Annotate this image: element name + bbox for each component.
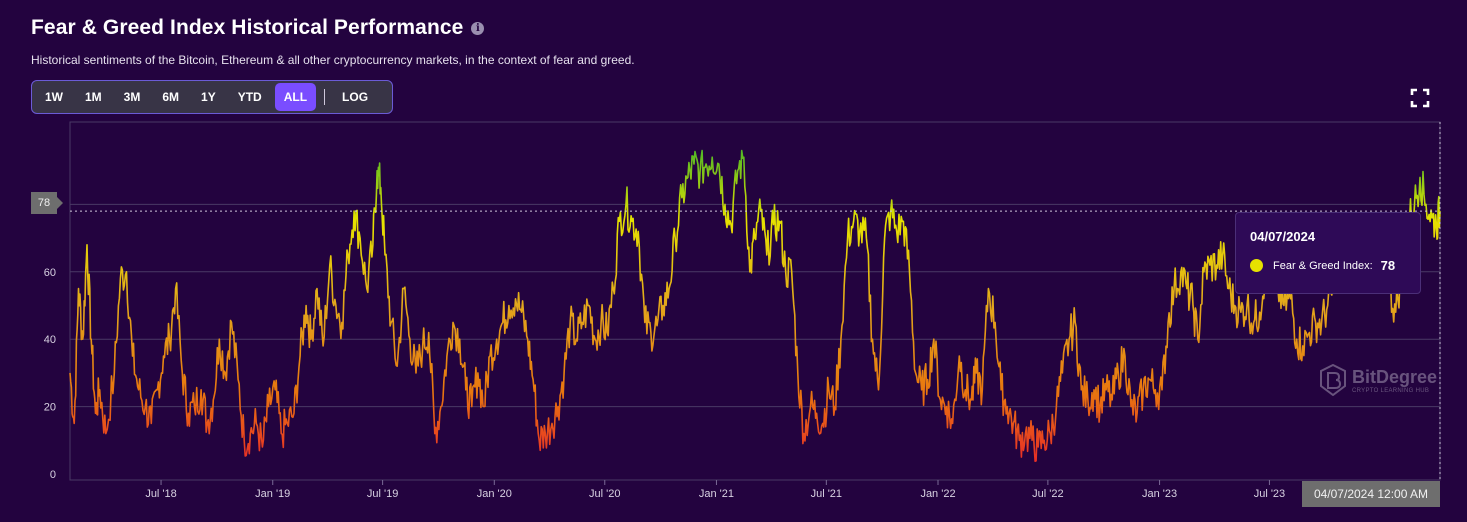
info-icon[interactable]: i bbox=[471, 21, 485, 35]
page-title: Fear & Greed Index Historical Performanc… bbox=[31, 16, 485, 40]
tooltip-date: 04/07/2024 bbox=[1250, 229, 1316, 244]
range-1y-button[interactable]: 1Y bbox=[201, 90, 216, 104]
y-tick-label: 20 bbox=[44, 402, 56, 414]
bitdegree-logo-icon bbox=[1320, 364, 1346, 396]
x-tick-label: Jul '22 bbox=[1032, 488, 1063, 500]
watermark: BitDegree CRYPTO LEARNING HUB bbox=[1320, 364, 1437, 396]
x-tick-label: Jan '22 bbox=[920, 488, 955, 500]
chart-grid bbox=[69, 121, 1441, 481]
range-6m-button[interactable]: 6M bbox=[162, 90, 180, 104]
crosshair-x-label: 04/07/2024 12:00 AM bbox=[1302, 481, 1440, 507]
tooltip-value: 78 bbox=[1380, 258, 1396, 273]
watermark-tagline: CRYPTO LEARNING HUB bbox=[1352, 387, 1430, 394]
x-tick-label: Jan '19 bbox=[255, 488, 290, 500]
x-axis-ticks: Jul '18 Jan '19 Jul '19 Jan '20 Jul '20 Jan '… bbox=[145, 480, 1285, 500]
y-axis-ticks: 020406080 bbox=[44, 199, 56, 481]
range-1w-button[interactable]: 1W bbox=[45, 90, 63, 104]
x-tick-label: Jul '20 bbox=[589, 488, 620, 500]
tooltip-series-label: Fear & Greed Index: bbox=[1273, 259, 1373, 272]
fullscreen-icon[interactable] bbox=[1410, 88, 1430, 108]
plot-frame bbox=[69, 121, 1441, 481]
x-tick-label: Jul '21 bbox=[811, 488, 842, 500]
log-scale-button[interactable]: LOG bbox=[342, 90, 369, 104]
x-tick-label: Jul '18 bbox=[145, 488, 176, 500]
range-divider bbox=[324, 89, 326, 105]
x-tick-label: Jan '20 bbox=[477, 488, 512, 500]
range-selector: 1W 1M 3M 6M 1Y YTD ALL LOG bbox=[31, 80, 393, 114]
y-tick-label: 40 bbox=[44, 334, 56, 346]
range-3m-button[interactable]: 3M bbox=[123, 90, 141, 104]
range-1m-button[interactable]: 1M bbox=[85, 90, 102, 104]
crosshair-y-label: 78 bbox=[31, 192, 63, 214]
watermark-name: BitDegree bbox=[1352, 366, 1438, 387]
series-line bbox=[69, 149, 1441, 462]
x-tick-label: Jan '23 bbox=[1142, 488, 1177, 500]
x-tick-label: Jul '23 bbox=[1254, 488, 1285, 500]
y-tick-label: 0 bbox=[50, 469, 56, 481]
y-tick-label: 60 bbox=[44, 267, 56, 279]
range-all-button[interactable]: ALL bbox=[274, 83, 317, 111]
x-tick-label: Jul '19 bbox=[367, 488, 398, 500]
tooltip-series-dot bbox=[1250, 259, 1263, 272]
title-text: Fear & Greed Index Historical Performanc… bbox=[31, 16, 464, 39]
chart-tooltip: 04/07/2024 Fear & Greed Index: 78 bbox=[1235, 212, 1421, 294]
page-subtitle: Historical sentiments of the Bitcoin, Et… bbox=[31, 53, 635, 67]
x-tick-label: Jan '21 bbox=[699, 488, 734, 500]
range-ytd-button[interactable]: YTD bbox=[237, 90, 262, 104]
